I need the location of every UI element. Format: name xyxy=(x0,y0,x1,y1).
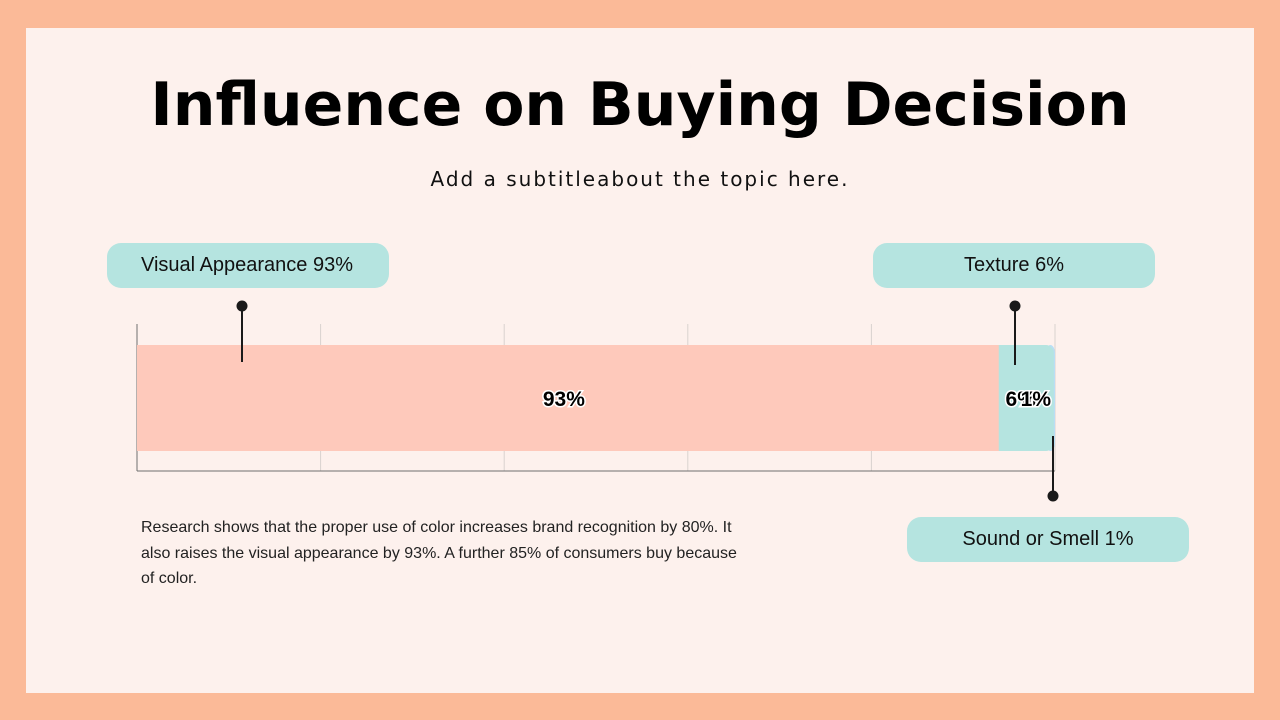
bar-texture xyxy=(990,345,1054,451)
callout-sound-or-smell-label: Sound or Smell 1% xyxy=(962,528,1134,550)
bar-label-texture: 6% xyxy=(1006,388,1037,411)
callout-texture: Texture 6% xyxy=(873,243,1155,288)
callout-texture-label: Texture 6% xyxy=(963,254,1065,276)
callout-visual-appearance: Visual Appearance 93% xyxy=(107,243,389,288)
body-paragraph: Research shows that the proper use of co… xyxy=(141,519,737,587)
slide-subtitle: Add a subtitleabout the topic here. xyxy=(430,167,850,191)
leader-texture-dot xyxy=(1009,300,1021,312)
bar-label-visual-appearance: 93% xyxy=(543,388,585,411)
callout-leaders xyxy=(236,300,1059,502)
leader-sound-or-smell-dot xyxy=(1047,490,1059,502)
bar-label-sound-or-smell: 1% xyxy=(1021,388,1052,411)
leader-visual-appearance-dot xyxy=(236,300,248,312)
chart-bars xyxy=(137,345,1055,451)
slide-title: Influence on Buying Decision xyxy=(150,70,1130,140)
chart-bar-labels: 93% 6%1% xyxy=(541,387,1052,413)
callout-sound-or-smell: Sound or Smell 1% xyxy=(907,517,1189,562)
bar-fill xyxy=(137,345,981,451)
callout-visual-appearance-label: Visual Appearance 93% xyxy=(141,254,354,276)
